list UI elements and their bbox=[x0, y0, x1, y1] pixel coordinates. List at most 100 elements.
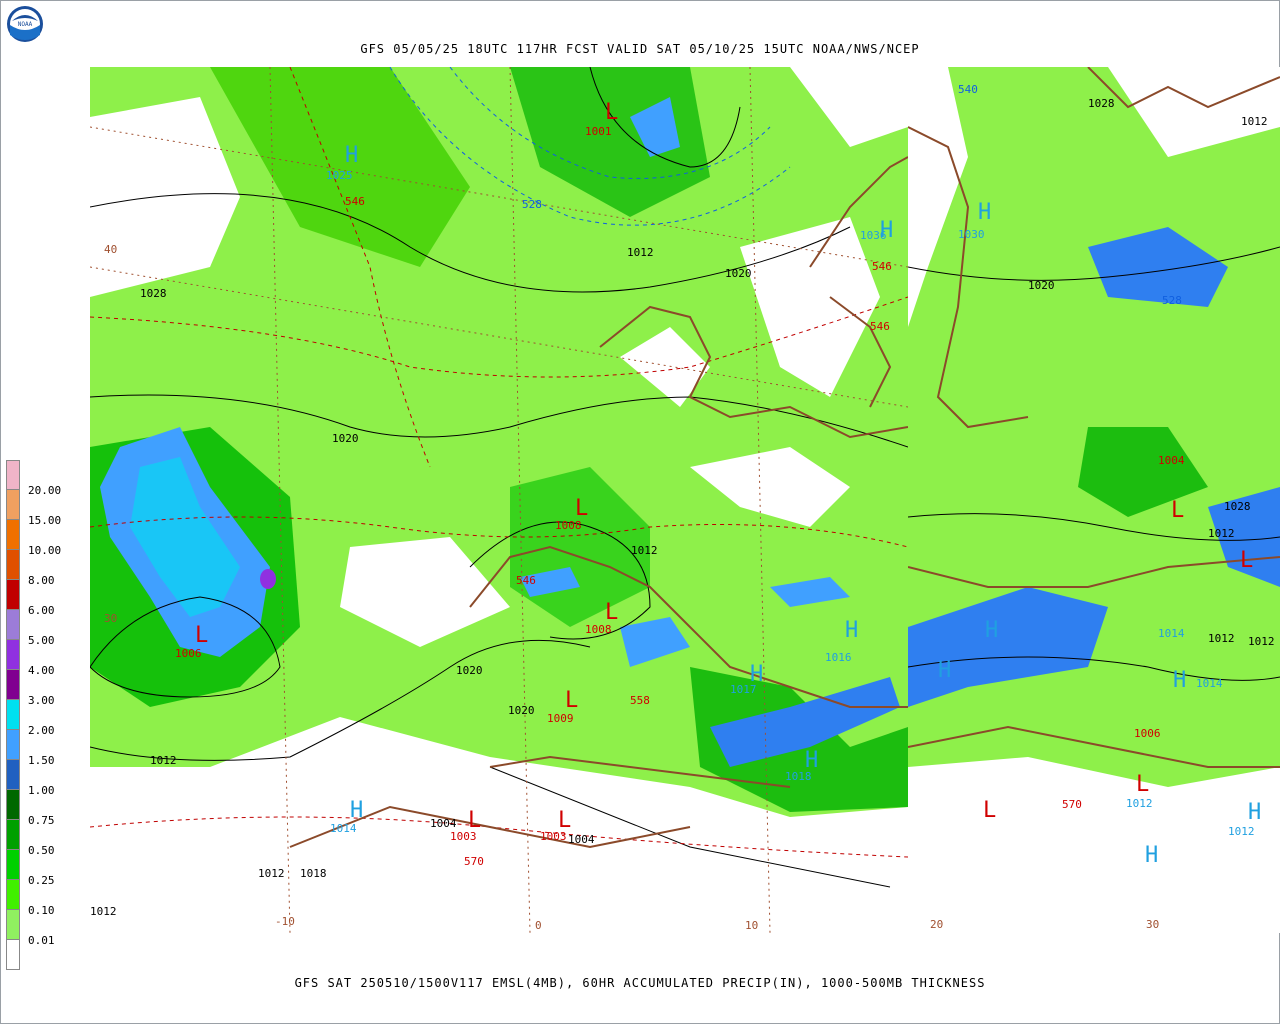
low-marker: L bbox=[468, 808, 481, 833]
graticule-label: 30 bbox=[1146, 918, 1159, 931]
legend-swatch bbox=[6, 730, 20, 760]
thickness-label: 528 bbox=[1162, 294, 1182, 307]
pressure-label: 1012 bbox=[1248, 635, 1275, 648]
legend-label: 3.00 bbox=[28, 694, 55, 707]
pressure-label: 1012 bbox=[1241, 115, 1268, 128]
legend-swatch bbox=[6, 940, 20, 970]
legend-swatch bbox=[6, 700, 20, 730]
legend-label: 5.00 bbox=[28, 634, 55, 647]
high-marker: H bbox=[345, 143, 358, 168]
legend-label: 2.00 bbox=[28, 724, 55, 737]
high-marker: H bbox=[938, 658, 951, 683]
graticule-label: 20 bbox=[930, 918, 943, 931]
low-value: 1003 bbox=[450, 830, 477, 843]
pressure-label: 1012 bbox=[258, 867, 285, 880]
legend-label: 0.25 bbox=[28, 874, 55, 887]
legend-label: 0.75 bbox=[28, 814, 55, 827]
precip-legend: 20.00 15.00 10.00 8.00 6.00 5.00 4.00 3.00 2.00 1… bbox=[6, 460, 61, 970]
legend-label: 10.00 bbox=[28, 544, 62, 557]
pressure-label: 1012 bbox=[627, 246, 654, 259]
legend-swatch bbox=[6, 550, 20, 580]
low-marker: L bbox=[575, 496, 588, 521]
legend-swatch bbox=[6, 910, 20, 940]
low-value: 1008 bbox=[555, 519, 582, 532]
high-value: 1025 bbox=[326, 169, 353, 182]
thickness-label: 528 bbox=[522, 198, 542, 211]
legend-label: 4.00 bbox=[28, 664, 55, 677]
low-value: 1009 bbox=[547, 712, 574, 725]
chart-title: GFS 05/05/25 18UTC 117HR FCST VALID SAT … bbox=[360, 42, 920, 56]
legend-label: 6.00 bbox=[28, 604, 55, 617]
graticule-label: 10 bbox=[745, 919, 758, 932]
legend-swatch bbox=[6, 520, 20, 550]
low-value: 1003 bbox=[540, 830, 567, 843]
chart-subtitle: GFS SAT 250510/1500V117 EMSL(4MB), 60HR … bbox=[294, 976, 986, 990]
high-marker: H bbox=[845, 618, 858, 643]
low-value: 1004 bbox=[1158, 454, 1185, 467]
low-value: 1008 bbox=[585, 623, 612, 636]
thickness-label: 570 bbox=[464, 855, 484, 868]
legend-label: 0.01 bbox=[28, 934, 55, 947]
pressure-label: 1020 bbox=[456, 664, 483, 677]
pressure-label: 1004 bbox=[568, 833, 595, 846]
low-marker: L bbox=[983, 798, 996, 823]
graticule-label: 40 bbox=[104, 243, 117, 256]
legend-swatch bbox=[6, 460, 20, 490]
high-marker: H bbox=[1248, 800, 1261, 825]
low-marker: L bbox=[605, 100, 618, 125]
pressure-label: 1012 bbox=[631, 544, 658, 557]
pressure-label: 1028 bbox=[1224, 500, 1251, 513]
thickness-label: 546 bbox=[345, 195, 365, 208]
low-marker: L bbox=[1171, 498, 1184, 523]
graticule-label: 0 bbox=[535, 919, 542, 932]
low-value: 1006 bbox=[175, 647, 202, 660]
legend-label: 15.00 bbox=[28, 514, 62, 527]
pressure-label: 1012 bbox=[1208, 527, 1235, 540]
high-value: 1016 bbox=[825, 651, 852, 664]
high-marker: H bbox=[978, 200, 991, 225]
legend-swatch bbox=[6, 490, 20, 520]
high-value: 1018 bbox=[785, 770, 812, 783]
high-value: 1030 bbox=[958, 228, 985, 241]
pressure-label: 1004 bbox=[430, 817, 457, 830]
graticule-label: -10 bbox=[275, 915, 295, 928]
legend-swatch bbox=[6, 760, 20, 790]
high-marker: H bbox=[985, 618, 998, 643]
thickness-label: 546 bbox=[870, 320, 890, 333]
high-value: 1017 bbox=[730, 683, 757, 696]
low-marker: L bbox=[558, 808, 571, 833]
legend-label: 0.50 bbox=[28, 844, 55, 857]
pressure-label: 1020 bbox=[1028, 279, 1055, 292]
high-marker: H bbox=[805, 748, 818, 773]
low-marker: L bbox=[605, 600, 618, 625]
legend-label: 0.10 bbox=[28, 904, 55, 917]
high-marker: H bbox=[350, 798, 363, 823]
pressure-label: 1028 bbox=[1088, 97, 1115, 110]
pressure-label: 1020 bbox=[725, 267, 752, 280]
pressure-label: 1018 bbox=[300, 867, 327, 880]
legend-label: 20.00 bbox=[28, 484, 62, 497]
low-marker: L bbox=[195, 623, 208, 648]
high-marker: H bbox=[750, 662, 763, 687]
legend-swatch bbox=[6, 580, 20, 610]
thickness-label: 546 bbox=[872, 260, 892, 273]
high-value: 1036 bbox=[860, 229, 887, 242]
precip-map: H L L L L L L L H H H H H 1025 1001 1006… bbox=[90, 67, 908, 933]
legend-swatch bbox=[6, 790, 20, 820]
low-marker: L bbox=[565, 688, 578, 713]
legend-label: 1.00 bbox=[28, 784, 55, 797]
legend-swatch bbox=[6, 880, 20, 910]
precip-map-east: L L H H L L H H H H 1004 1028 1030 1028 … bbox=[908, 67, 1280, 933]
high-marker: H bbox=[880, 218, 893, 243]
legend-swatch bbox=[6, 670, 20, 700]
legend-label: 1.50 bbox=[28, 754, 55, 767]
noaa-logo-icon: NOAA bbox=[7, 6, 43, 42]
low-marker: L bbox=[1136, 772, 1149, 797]
pressure-label: 1012 bbox=[150, 754, 177, 767]
thickness-label: 546 bbox=[516, 574, 536, 587]
low-marker: L bbox=[1240, 548, 1253, 573]
thickness-label: 570 bbox=[1062, 798, 1082, 811]
high-value: 1012 bbox=[1228, 825, 1255, 838]
legend-swatch bbox=[6, 850, 20, 880]
thickness-label: 558 bbox=[630, 694, 650, 707]
